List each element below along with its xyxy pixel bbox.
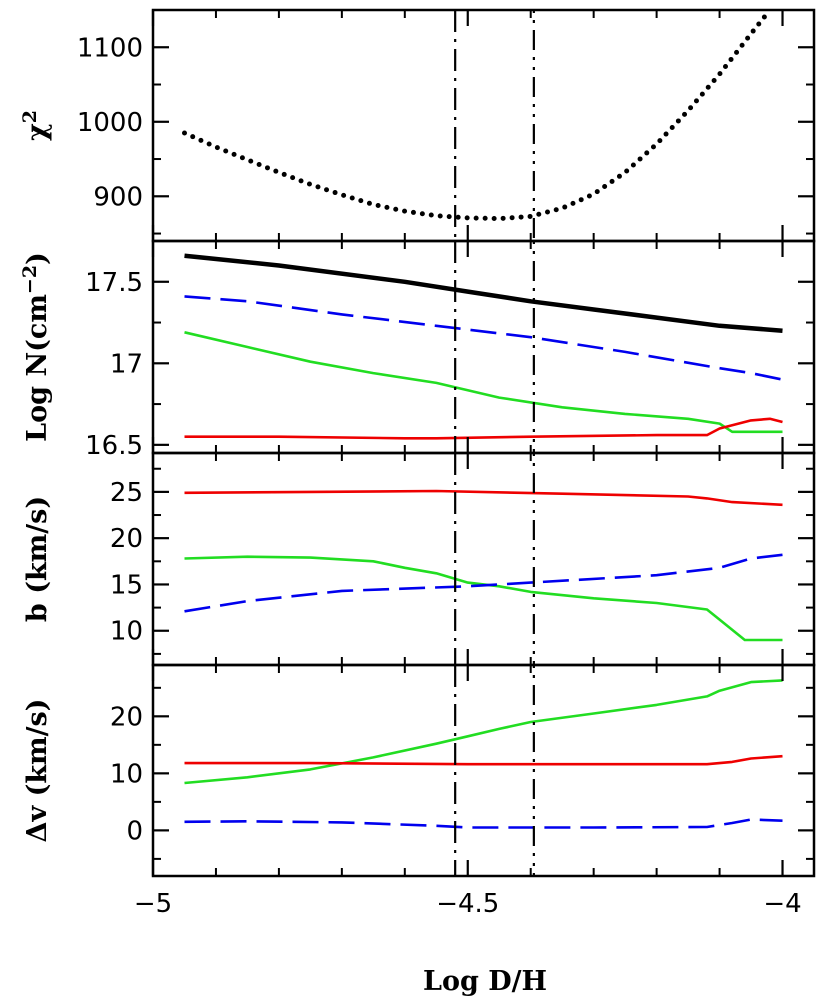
series-group [184, 489, 783, 642]
series-group [182, 10, 773, 222]
series-line-green-solid [184, 679, 783, 785]
panel-logN: 16.5 17 17.5 Log N(cm−2) [19, 239, 816, 461]
series-line-blue-dashed [184, 553, 783, 613]
y-axis-title-dv: Δv (km/s) [22, 699, 53, 843]
x-tick-label: −5 [134, 889, 172, 919]
y-tick-label: 10 [110, 617, 143, 647]
y-tick-label: 16.5 [85, 431, 143, 461]
y-axis-title-chi2: χ2 [19, 110, 53, 141]
series-line-red-solid [184, 754, 783, 766]
series-line-black-dotted [182, 10, 773, 222]
series-line-red-solid [184, 417, 783, 440]
y-axis-title-logN: Log N(cm−2) [19, 252, 53, 442]
y-tick-label: 17.5 [85, 268, 143, 298]
y-tick-label: 900 [93, 182, 143, 212]
series-line-green-solid [184, 555, 783, 642]
panel-frame [151, 663, 816, 878]
y-tick-label: 17 [110, 349, 143, 379]
x-tick-label: −4.5 [436, 889, 499, 919]
panel-b: 10 15 20 25 b (km/s) [22, 451, 816, 667]
y-tick-label: 10 [110, 759, 143, 789]
series-line-green-solid [184, 331, 783, 434]
y-tick-label: 20 [110, 702, 143, 732]
plot-area: 900 1000 1100 χ2 16.5 17 17.5 Log N(cm−2) 10 15 20… [19, 8, 816, 919]
series-line-red-solid [184, 489, 783, 507]
panel-dv: 0 10 20 Δv (km/s) [22, 663, 816, 878]
panel-frame [151, 451, 816, 667]
x-tick-label: −4 [763, 889, 801, 919]
panel-chi2: 900 1000 1100 χ2 [19, 8, 816, 243]
series-line-blue-dashed [184, 295, 783, 381]
y-tick-label: 1100 [77, 33, 143, 63]
x-axis-title: Log D/H [423, 966, 547, 997]
series-line-black-thick [184, 253, 783, 333]
y-axis-title-b: b (km/s) [22, 496, 53, 622]
y-tick-label: 15 [110, 570, 143, 600]
y-tick-label: 0 [126, 816, 143, 846]
series-line-blue-dashed [184, 818, 783, 829]
y-tick-label: 20 [110, 524, 143, 554]
panel-frame [151, 8, 816, 243]
y-tick-label: 25 [110, 478, 143, 508]
series-group [184, 679, 783, 829]
series-group [184, 253, 783, 440]
y-tick-label: 1000 [77, 108, 143, 138]
